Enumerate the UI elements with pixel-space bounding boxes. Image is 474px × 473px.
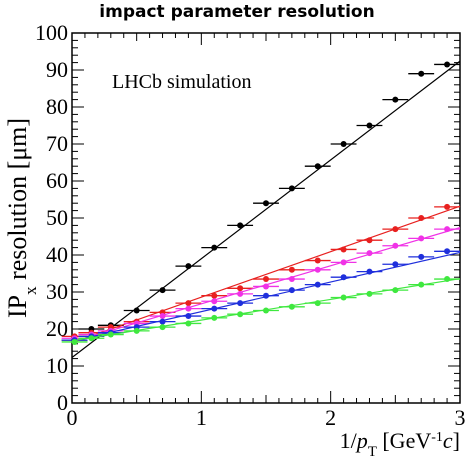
data-point	[418, 70, 425, 77]
data-point	[366, 268, 373, 275]
data-point	[288, 287, 295, 294]
data-point	[340, 274, 347, 281]
data-point	[237, 290, 244, 297]
data-point	[288, 276, 295, 283]
data-point	[211, 305, 218, 312]
data-point	[211, 244, 218, 251]
data-point	[185, 300, 192, 307]
data-point	[263, 307, 269, 314]
data-point	[444, 276, 451, 283]
data-point	[340, 259, 347, 266]
data-point	[444, 226, 451, 233]
data-point	[444, 248, 451, 255]
data-point	[444, 203, 451, 210]
y-tick-label: 80	[46, 94, 68, 119]
x-axis-label: 1/pT [GeV-1c]	[340, 428, 460, 460]
data-point	[340, 246, 347, 253]
data-point	[133, 307, 140, 314]
y-tick-label: 100	[35, 20, 68, 45]
data-point	[133, 327, 140, 334]
x-tick-label: 0	[67, 405, 78, 430]
data-point	[314, 281, 321, 288]
data-point	[237, 222, 244, 229]
data-point	[71, 338, 78, 345]
data-point	[366, 250, 373, 257]
y-tick-label: 90	[46, 57, 68, 82]
x-tick-label: 1	[196, 405, 207, 430]
y-tick-label: 50	[46, 205, 68, 230]
data-point	[314, 163, 321, 170]
data-point	[314, 266, 321, 273]
y-tick-label: 30	[46, 279, 68, 304]
data-point	[314, 257, 321, 264]
data-point	[185, 305, 192, 312]
data-point	[392, 287, 399, 294]
data-point	[211, 292, 218, 299]
data-point	[392, 96, 399, 103]
data-point	[392, 261, 399, 268]
data-point	[340, 294, 347, 301]
data-point	[366, 122, 373, 129]
data-point	[185, 263, 192, 270]
data-point	[185, 313, 192, 320]
y-tick-label: 60	[46, 168, 68, 193]
data-point	[288, 266, 295, 273]
y-tick-label: 40	[46, 242, 68, 267]
x-tick-label: 2	[325, 405, 336, 430]
data-point	[392, 242, 399, 249]
data-point	[159, 318, 166, 325]
data-point	[263, 283, 269, 290]
data-point	[159, 313, 166, 320]
data-point	[418, 253, 425, 260]
series-2	[61, 226, 461, 343]
data-point	[288, 185, 295, 192]
data-point	[288, 303, 295, 310]
data-point	[314, 300, 321, 307]
data-point	[366, 237, 373, 244]
series-1	[61, 203, 461, 344]
data-point	[88, 335, 95, 342]
data-point	[107, 331, 114, 338]
series-4	[61, 276, 461, 345]
data-point	[159, 324, 166, 331]
data-point	[418, 235, 425, 242]
x-tick-label: 3	[455, 405, 466, 430]
y-tick-label: 70	[46, 131, 68, 156]
data-point	[237, 285, 244, 292]
series-0	[61, 60, 461, 358]
data-point	[418, 281, 425, 288]
data-point	[211, 298, 218, 305]
data-point	[263, 200, 269, 207]
data-point	[263, 292, 269, 299]
series-3	[61, 248, 461, 344]
data-point	[366, 290, 373, 297]
data-point	[263, 276, 269, 283]
data-point	[159, 287, 166, 294]
data-point	[237, 300, 244, 307]
data-point	[340, 141, 347, 147]
data-point	[392, 226, 399, 233]
y-tick-label: 0	[57, 390, 68, 415]
data-point	[237, 311, 244, 318]
y-axis-label: IPx resolution [μm]	[3, 118, 40, 318]
data-point	[211, 314, 218, 321]
data-point	[185, 320, 192, 327]
y-tick-label: 10	[46, 353, 68, 378]
y-tick-label: 20	[46, 316, 68, 341]
data-point	[418, 215, 425, 221]
data-point	[444, 61, 451, 68]
annotation-text: LHCb simulation	[112, 71, 251, 93]
chart-title: impact parameter resolution	[99, 2, 375, 22]
